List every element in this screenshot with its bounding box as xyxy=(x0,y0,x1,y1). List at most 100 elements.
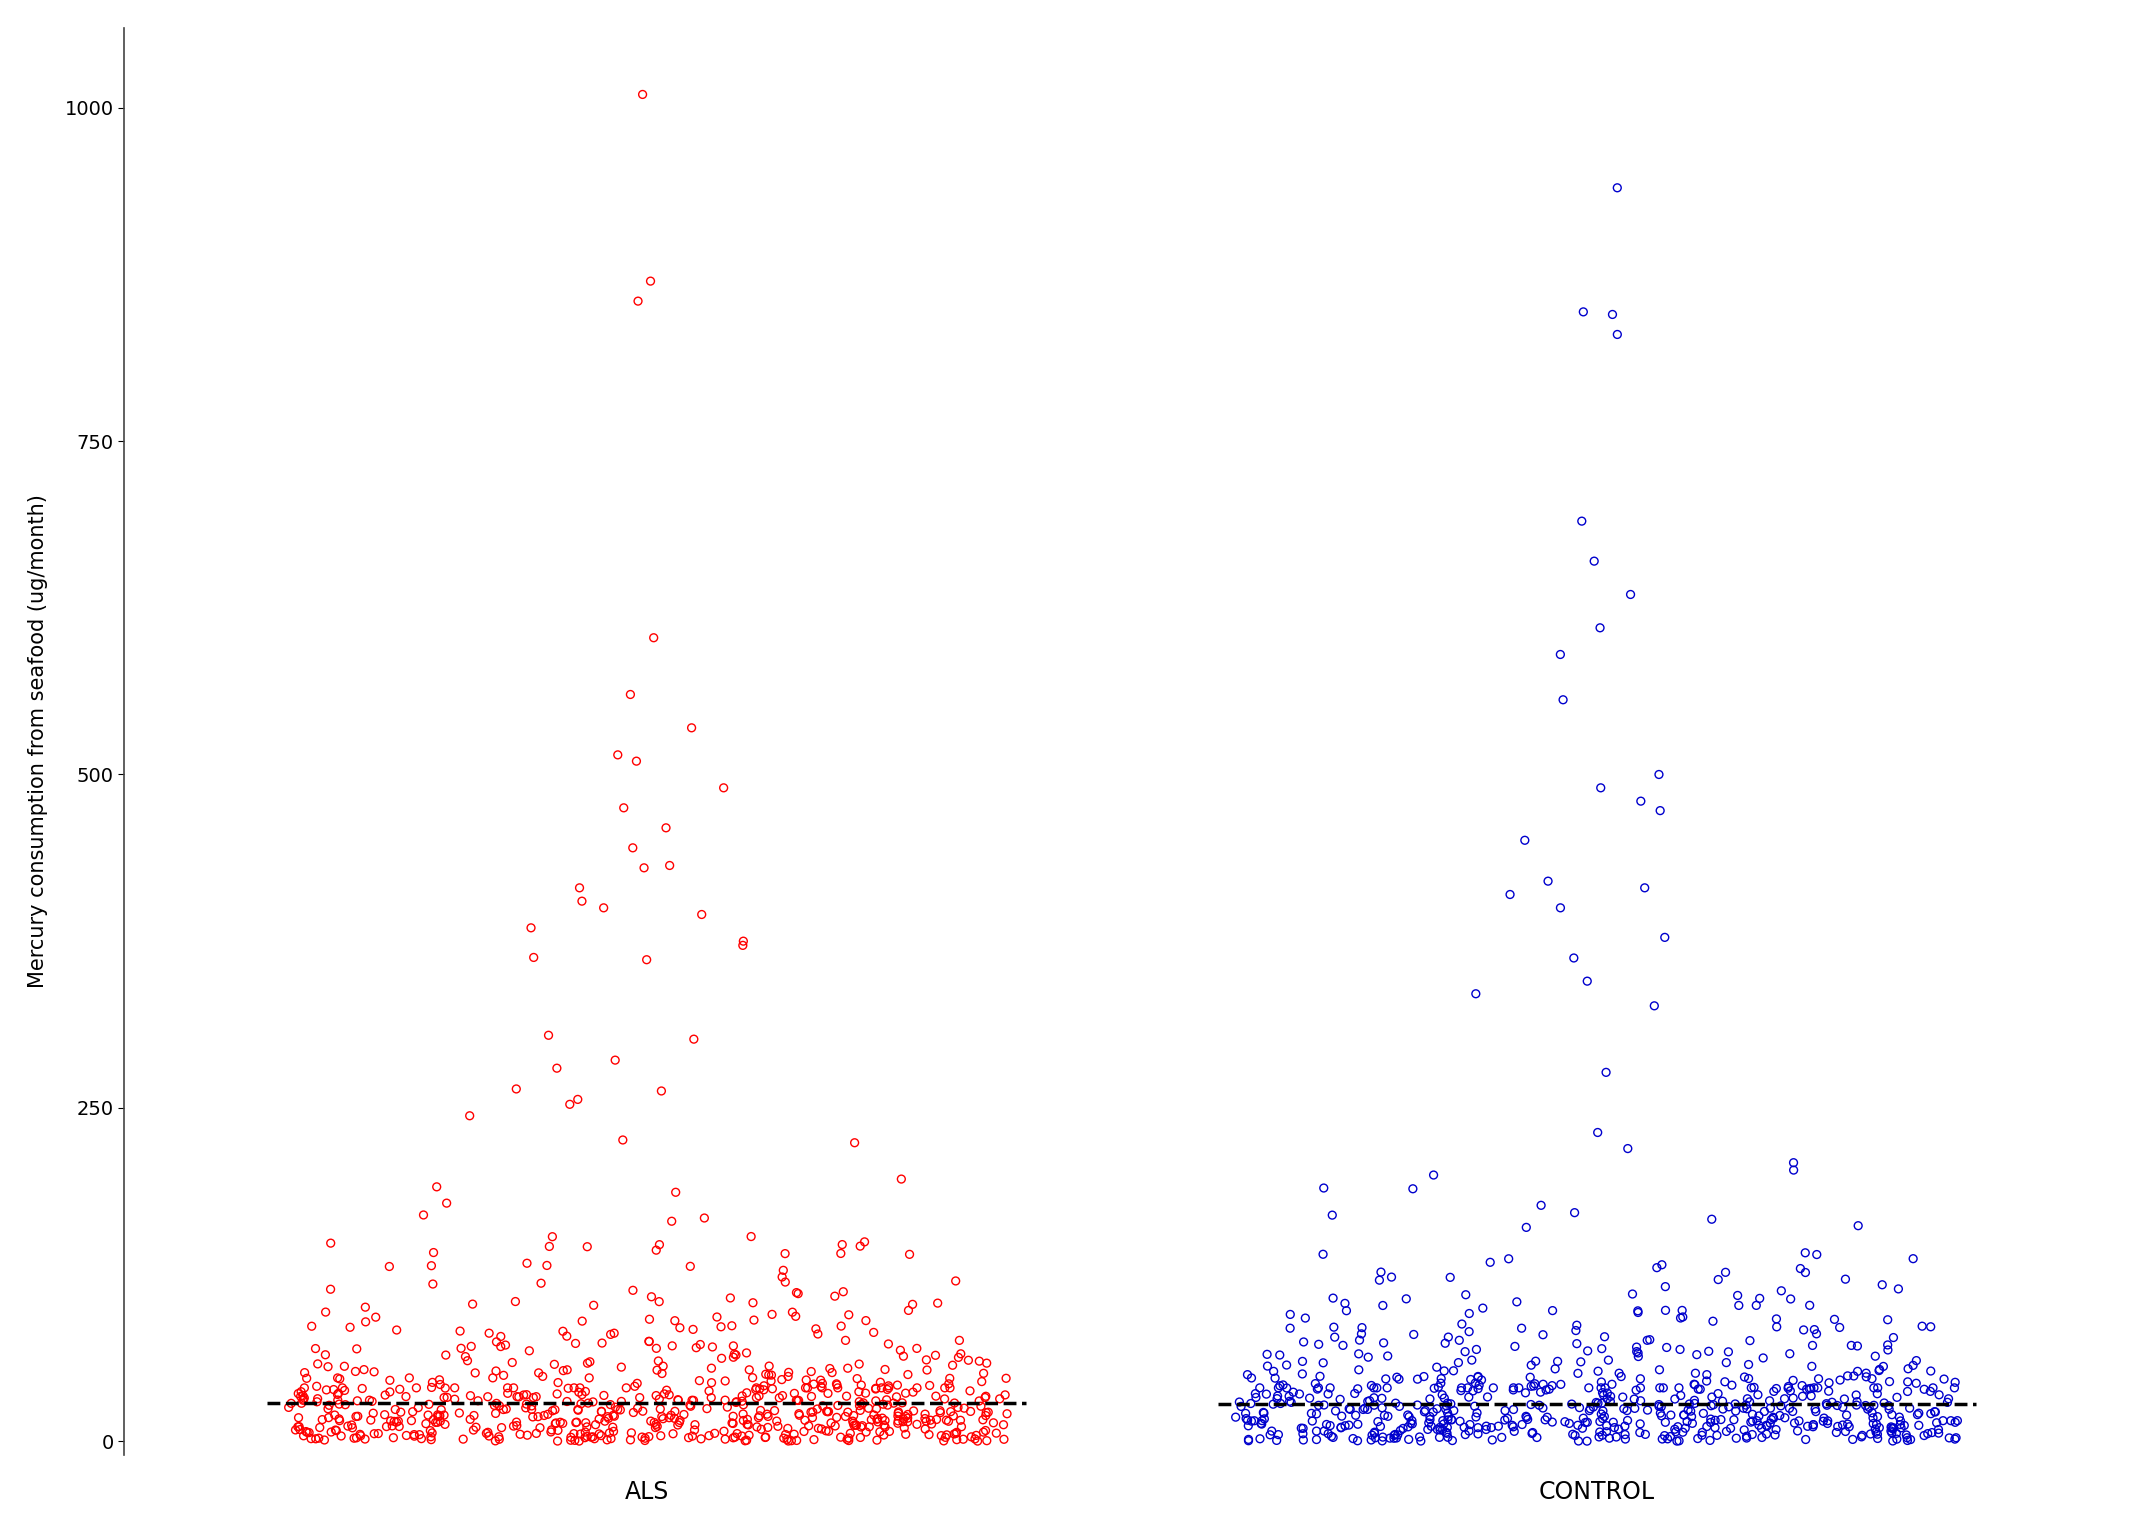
Point xyxy=(1432,1405,1466,1429)
Point xyxy=(1423,1416,1458,1440)
Point xyxy=(1913,1314,1947,1339)
Point xyxy=(1602,1360,1636,1385)
Point xyxy=(1331,1413,1365,1437)
Point xyxy=(627,1426,661,1451)
Point xyxy=(760,1414,794,1439)
Point xyxy=(1711,1394,1746,1419)
Point xyxy=(704,1347,739,1371)
Point xyxy=(1426,1408,1460,1432)
Point xyxy=(1417,1376,1451,1400)
Point xyxy=(940,1420,975,1445)
Point xyxy=(646,1382,681,1406)
Point xyxy=(1922,1420,1956,1445)
Point xyxy=(848,1380,882,1405)
Point xyxy=(1844,1423,1879,1448)
Point xyxy=(1653,1403,1688,1428)
Point xyxy=(1365,1425,1400,1449)
Point xyxy=(872,1419,906,1443)
Point xyxy=(339,1426,374,1451)
Point xyxy=(936,1353,970,1377)
Point xyxy=(880,1373,915,1397)
Point xyxy=(1273,1390,1308,1414)
Point xyxy=(346,1376,380,1400)
Point xyxy=(1370,1376,1404,1400)
Point xyxy=(380,1409,414,1434)
Point xyxy=(676,1026,711,1051)
Point xyxy=(1767,1386,1801,1411)
Point xyxy=(1230,1408,1265,1432)
Point xyxy=(638,1416,672,1440)
Point xyxy=(678,1336,713,1360)
Point xyxy=(1892,1356,1926,1380)
Point xyxy=(1430,1416,1464,1440)
Point xyxy=(1776,1399,1810,1423)
Point xyxy=(1902,1413,1937,1437)
Point xyxy=(1795,1333,1829,1357)
Point xyxy=(539,1382,573,1406)
Point xyxy=(429,1344,464,1368)
Point xyxy=(1237,1408,1271,1432)
Point xyxy=(620,1371,655,1396)
Point xyxy=(457,1417,492,1442)
Point xyxy=(1662,1376,1696,1400)
Point xyxy=(1788,1377,1823,1402)
Point xyxy=(313,1420,348,1445)
Point xyxy=(1917,1400,1952,1425)
Point xyxy=(1713,1416,1748,1440)
Point xyxy=(1675,1411,1709,1435)
Point xyxy=(820,1373,855,1397)
Point xyxy=(1355,1423,1389,1448)
Point xyxy=(1421,1374,1456,1399)
Point xyxy=(1883,1413,1917,1437)
Point xyxy=(1752,1388,1786,1413)
Point xyxy=(1793,1293,1827,1318)
Point xyxy=(1430,1408,1464,1432)
Point xyxy=(1243,1426,1277,1451)
Point xyxy=(1537,1357,1572,1382)
Point xyxy=(1750,1413,1784,1437)
Point xyxy=(1460,1422,1494,1446)
Point xyxy=(1365,1331,1400,1356)
Point xyxy=(1584,1423,1619,1448)
Point xyxy=(292,1420,326,1445)
Point xyxy=(412,1419,447,1443)
Point xyxy=(1561,1360,1595,1385)
Point xyxy=(1580,1359,1615,1383)
Point xyxy=(1496,1377,1531,1402)
Point xyxy=(417,1272,451,1296)
Point xyxy=(541,1419,575,1443)
Point xyxy=(859,1397,893,1422)
Point xyxy=(1368,1367,1402,1391)
Point xyxy=(1797,1397,1831,1422)
Point xyxy=(1250,1342,1284,1367)
Point xyxy=(1458,1394,1492,1419)
Point xyxy=(1509,1215,1544,1239)
Point xyxy=(844,1399,878,1423)
Point xyxy=(1496,1414,1531,1439)
Point xyxy=(867,1414,902,1439)
Point xyxy=(831,1356,865,1380)
Point xyxy=(739,1376,773,1400)
Point xyxy=(1840,1390,1874,1414)
Point xyxy=(857,1403,891,1428)
Point xyxy=(1355,1428,1389,1452)
Point xyxy=(859,1377,893,1402)
Point xyxy=(1544,896,1578,921)
Point xyxy=(509,1382,543,1406)
Point xyxy=(1235,1409,1269,1434)
Point xyxy=(578,1413,612,1437)
Point xyxy=(1788,1261,1823,1285)
Point xyxy=(771,1360,805,1385)
Point xyxy=(610,1376,644,1400)
Point xyxy=(1458,1405,1492,1429)
Point xyxy=(1617,1386,1651,1411)
Point xyxy=(657,1308,691,1333)
Point xyxy=(715,1313,749,1337)
Point xyxy=(1589,1376,1623,1400)
Point xyxy=(887,1416,921,1440)
Point xyxy=(1718,1391,1752,1416)
Point xyxy=(414,1425,449,1449)
Point xyxy=(1338,1382,1372,1406)
Point xyxy=(1389,1287,1423,1311)
Point xyxy=(1911,1422,1945,1446)
